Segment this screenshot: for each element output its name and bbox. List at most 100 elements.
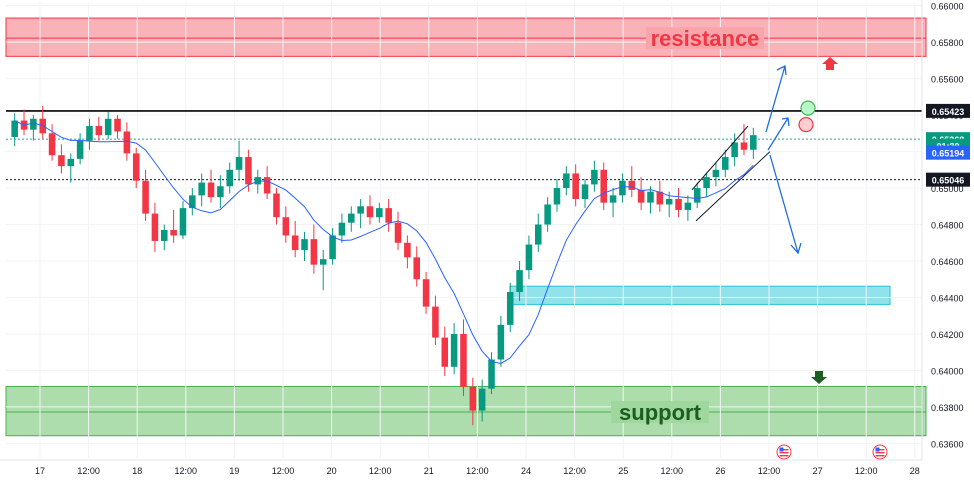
candle[interactable]	[600, 169, 607, 203]
flag-stripe	[779, 449, 789, 451]
y-tick-label: 0.64800	[931, 221, 964, 231]
candle[interactable]	[450, 333, 458, 367]
candle[interactable]	[422, 279, 430, 307]
candle[interactable]	[497, 324, 505, 360]
candle[interactable]	[310, 239, 318, 265]
candle[interactable]	[226, 169, 233, 187]
y-axis[interactable]: 0.660000.658000.656000.654000.652000.650…	[921, 0, 970, 460]
candle[interactable]	[693, 188, 701, 203]
candle[interactable]	[628, 180, 636, 190]
price-label-bg	[926, 103, 970, 118]
candle[interactable]	[506, 292, 514, 325]
candle[interactable]	[291, 235, 299, 251]
candle[interactable]	[301, 239, 308, 251]
candle[interactable]	[675, 198, 682, 210]
candle[interactable]	[684, 202, 692, 210]
candle[interactable]	[591, 169, 598, 185]
candle[interactable]	[235, 157, 243, 170]
price-label-bg	[926, 172, 970, 187]
candle[interactable]	[114, 118, 121, 132]
candle[interactable]	[441, 337, 449, 367]
candle[interactable]	[478, 388, 486, 411]
candle[interactable]	[544, 204, 551, 225]
candle[interactable]	[740, 142, 748, 150]
candle[interactable]	[86, 126, 93, 141]
candle[interactable]	[95, 126, 103, 136]
candle[interactable]	[67, 158, 75, 167]
x-tick-label: 28	[910, 466, 920, 476]
zone-labels-layer: resistance support	[611, 26, 764, 425]
candle[interactable]	[58, 155, 65, 167]
candle[interactable]	[48, 133, 56, 156]
candle[interactable]	[161, 230, 168, 241]
candle[interactable]	[535, 224, 542, 245]
candle[interactable]	[731, 142, 738, 158]
candle[interactable]	[263, 177, 271, 194]
candle[interactable]	[376, 208, 383, 218]
candle[interactable]	[357, 206, 364, 214]
candle[interactable]	[151, 213, 159, 241]
candle[interactable]	[665, 198, 673, 205]
candle[interactable]	[282, 217, 290, 236]
candle[interactable]	[189, 195, 196, 209]
candle[interactable]	[273, 193, 280, 218]
candle[interactable]	[319, 259, 327, 265]
candle[interactable]	[198, 182, 205, 196]
candle[interactable]	[637, 189, 645, 203]
candle[interactable]	[179, 208, 187, 236]
candle[interactable]	[609, 195, 617, 203]
candle[interactable]	[142, 180, 149, 214]
candle[interactable]	[394, 222, 402, 243]
candle[interactable]	[432, 306, 439, 338]
x-tick-label: 21	[424, 466, 434, 476]
candle[interactable]	[11, 120, 18, 137]
candle[interactable]	[245, 157, 252, 185]
moving-average-line	[14, 120, 754, 365]
candle[interactable]	[563, 173, 570, 189]
x-tick-label: 12:00	[466, 466, 489, 476]
candle[interactable]	[488, 359, 495, 389]
candle[interactable]	[348, 213, 355, 223]
candle[interactable]	[619, 180, 626, 196]
candle[interactable]	[170, 230, 177, 236]
candle[interactable]	[712, 169, 720, 178]
candle[interactable]	[656, 191, 664, 205]
resistance-label: resistance	[651, 26, 760, 51]
candle[interactable]	[516, 270, 523, 293]
price-label: 0.65194	[932, 149, 965, 159]
candle[interactable]	[123, 131, 131, 154]
candle[interactable]	[469, 386, 477, 411]
candle[interactable]	[338, 222, 346, 236]
candle[interactable]	[207, 182, 215, 198]
candle[interactable]	[132, 153, 140, 181]
channel-upper-line	[691, 125, 749, 191]
candle[interactable]	[722, 157, 729, 170]
candle[interactable]	[460, 333, 467, 387]
channel-lower-line	[695, 151, 771, 222]
candle[interactable]	[647, 191, 654, 203]
green-down-arrow-icon	[811, 371, 827, 384]
candle[interactable]	[76, 140, 84, 159]
x-tick-label: 12:00	[175, 466, 198, 476]
candle[interactable]	[572, 173, 579, 199]
candle[interactable]	[553, 188, 561, 205]
candle[interactable]	[366, 206, 374, 218]
candle[interactable]	[525, 244, 533, 271]
candle[interactable]	[404, 242, 411, 258]
flag-canton	[779, 447, 784, 452]
candle[interactable]	[104, 118, 112, 136]
candle[interactable]	[385, 208, 392, 223]
us-flag-icon[interactable]	[872, 444, 888, 460]
candle[interactable]	[750, 135, 757, 150]
candle[interactable]	[329, 235, 336, 260]
candle[interactable]	[581, 184, 589, 199]
candles-layer[interactable]	[11, 105, 757, 426]
us-flag-icon[interactable]	[776, 444, 792, 460]
x-axis[interactable]: 17 12:00 18 12:00 19 12:00 20 12:00 21 12:00 24 12:…	[0, 459, 922, 476]
candle[interactable]	[30, 118, 37, 130]
candle[interactable]	[217, 186, 224, 198]
annotations-layer	[691, 57, 888, 460]
candle[interactable]	[413, 257, 420, 280]
candle[interactable]	[703, 177, 710, 189]
